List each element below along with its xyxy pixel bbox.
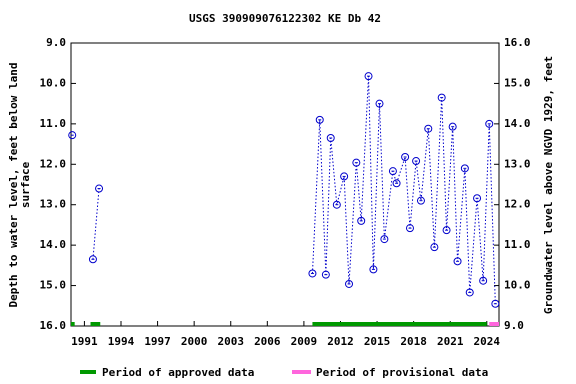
y-tick-label: 12.0: [40, 157, 67, 170]
data-point: [412, 157, 421, 166]
x-tick-label: 2006: [254, 335, 281, 348]
data-point: [95, 184, 104, 193]
y2-tick-label: 12.0: [504, 198, 531, 211]
x-tick-label: 1997: [144, 335, 171, 348]
data-point: [326, 134, 335, 143]
data-point: [345, 279, 354, 288]
y2-tick-label: 15.0: [504, 76, 531, 89]
data-point: [340, 172, 349, 181]
y2-tick-label: 13.0: [504, 157, 531, 170]
data-point: [479, 276, 488, 285]
x-tick-label: 2015: [364, 335, 391, 348]
y-tick-label: 9.0: [46, 36, 66, 49]
y-tick-label: 15.0: [40, 279, 67, 292]
plot-frame: [70, 42, 500, 327]
data-point: [352, 158, 361, 167]
y2-tick-label: 10.0: [504, 279, 531, 292]
data-point: [88, 255, 97, 264]
data-point: [453, 257, 462, 266]
data-point: [369, 265, 378, 274]
y2-tick-label: 16.0: [504, 36, 531, 49]
x-tick-label: 2012: [327, 335, 354, 348]
data-point: [364, 72, 373, 81]
data-line: [92, 76, 496, 304]
data-point: [375, 99, 384, 108]
period-bar: [90, 322, 101, 326]
data-point: [485, 119, 494, 128]
data-point: [442, 226, 451, 235]
data-point: [437, 93, 446, 102]
data-point: [473, 194, 482, 203]
y2-tick-label: 11.0: [504, 238, 531, 251]
period-bar: [312, 322, 487, 326]
y-tick-label: 11.0: [40, 117, 67, 130]
data-point: [380, 235, 389, 244]
y-tick-label: 14.0: [40, 238, 67, 251]
data-point: [424, 124, 433, 133]
y2-axis-label: Groundwater level above NGVD 1929, feet: [542, 56, 555, 314]
data-point: [357, 216, 366, 225]
data-point: [315, 115, 324, 124]
x-tick-label: 1991: [71, 335, 98, 348]
y-axis-label: surface: [19, 161, 32, 208]
data-point: [332, 200, 341, 209]
x-tick-label: 2000: [181, 335, 208, 348]
data-point: [416, 196, 425, 205]
x-tick-label: 2009: [291, 335, 318, 348]
x-tick-label: 1994: [108, 335, 135, 348]
data-point: [321, 270, 330, 279]
data-point: [388, 167, 397, 176]
x-tick-label: 2003: [217, 335, 244, 348]
legend-label: Period of approved data: [102, 366, 254, 379]
x-tick-label: 2024: [474, 335, 501, 348]
y2-tick-label: 9.0: [504, 319, 524, 332]
data-point: [392, 179, 401, 188]
data-point: [460, 164, 469, 173]
x-tick-label: 2018: [400, 335, 427, 348]
x-tick-label: 2021: [437, 335, 464, 348]
data-point: [491, 299, 500, 308]
data-point: [430, 243, 439, 252]
data-point: [68, 131, 77, 140]
period-bar: [71, 322, 75, 326]
y2-tick-label: 14.0: [504, 117, 531, 130]
chart-title: USGS 390909076122302 KE Db 42: [189, 12, 381, 25]
data-point: [308, 269, 317, 278]
legend-label: Period of provisional data: [316, 366, 488, 379]
y-axis-label: Depth to water level, feet below land: [7, 62, 20, 307]
period-bar: [489, 322, 499, 326]
data-point: [401, 153, 410, 162]
data-point: [405, 224, 414, 233]
data-point: [448, 122, 457, 131]
y-tick-label: 10.0: [40, 76, 67, 89]
data-point: [465, 288, 474, 297]
y-tick-label: 16.0: [40, 319, 67, 332]
y-tick-label: 13.0: [40, 198, 67, 211]
